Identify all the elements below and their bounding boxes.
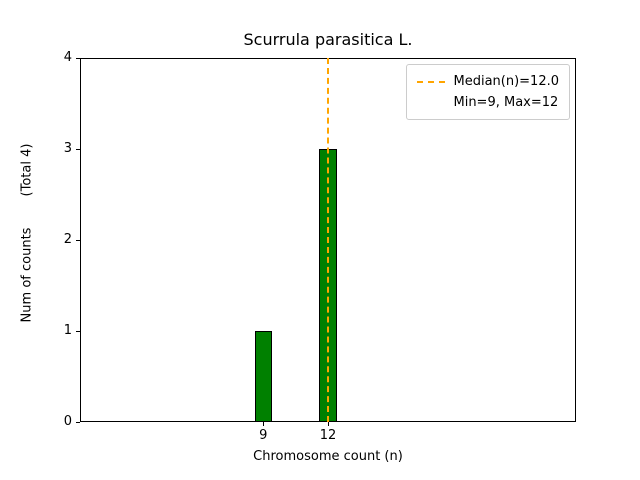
median-dash-icon bbox=[417, 80, 446, 83]
bar bbox=[254, 331, 272, 422]
y-axis-label: Num of counts bbox=[19, 227, 35, 323]
y-tick-label: 2 bbox=[63, 232, 72, 247]
y-tick bbox=[76, 421, 80, 423]
y-tick bbox=[76, 148, 80, 150]
legend-minmax-label: Min=9, Max=12 bbox=[453, 95, 559, 110]
y-tick-label: 4 bbox=[63, 50, 72, 65]
x-tick bbox=[262, 422, 264, 426]
chart-title: Scurrula parasitica L. bbox=[243, 30, 413, 49]
legend-row-minmax: Min=9, Max=12 bbox=[417, 92, 559, 113]
x-tick-label: 9 bbox=[259, 428, 268, 443]
legend-row-median: Median(n)=12.0 bbox=[417, 71, 559, 92]
x-tick bbox=[327, 422, 329, 426]
y-tick bbox=[76, 239, 80, 241]
x-axis-label: Chromosome count (n) bbox=[253, 449, 403, 464]
y-tick bbox=[76, 57, 80, 59]
legend: Median(n)=12.0 Min=9, Max=12 bbox=[406, 64, 570, 120]
y-tick bbox=[76, 330, 80, 332]
y-tick-label: 0 bbox=[63, 414, 72, 429]
y-axis-total-note: (Total 4) bbox=[19, 143, 35, 197]
x-tick-label: 12 bbox=[319, 428, 337, 443]
median-line bbox=[327, 58, 329, 422]
y-tick-label: 1 bbox=[63, 323, 72, 338]
legend-median-label: Median(n)=12.0 bbox=[453, 74, 559, 89]
y-tick-label: 3 bbox=[63, 141, 72, 156]
